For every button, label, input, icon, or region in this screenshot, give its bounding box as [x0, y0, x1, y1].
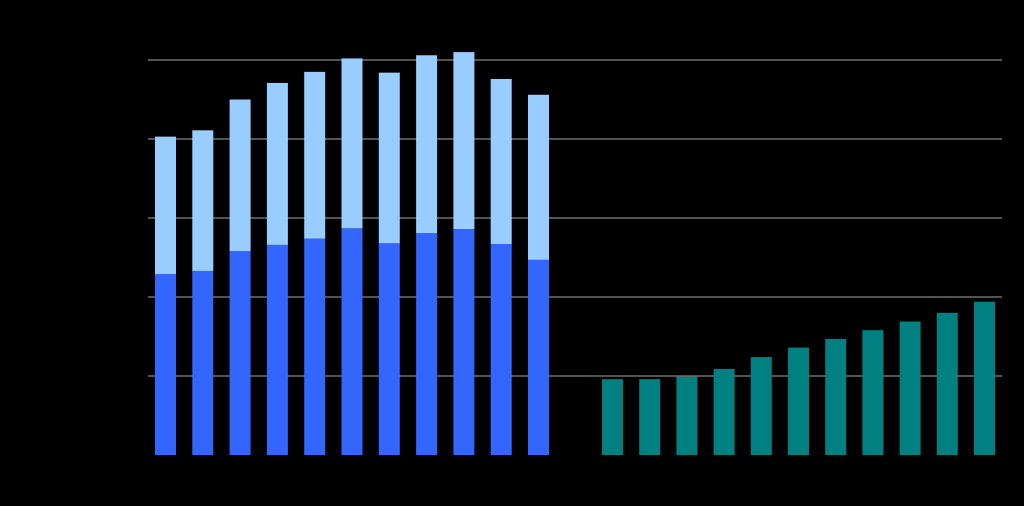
bar-segment-lower: [528, 259, 549, 455]
left-stacked-bar-panel: [155, 52, 549, 455]
bar-segment-lower: [192, 270, 214, 455]
bar-segment-lower: [490, 244, 512, 455]
bar-segment-upper: [378, 72, 400, 244]
bar: [788, 347, 809, 455]
bar-segment-upper: [416, 55, 438, 234]
bar-segment-lower: [378, 243, 400, 455]
bar-segment-upper: [453, 52, 475, 230]
bar: [825, 338, 847, 455]
bar: [639, 379, 661, 455]
bar: [862, 330, 884, 455]
bar-segment-lower: [341, 228, 363, 455]
bar: [899, 321, 921, 455]
bar: [713, 368, 735, 455]
bar: [602, 379, 623, 455]
bar-segment-lower: [155, 274, 176, 455]
bar: [974, 301, 995, 455]
bar-segment-upper: [490, 78, 512, 245]
bar-segment-lower: [229, 251, 251, 455]
bar-segment-lower: [416, 233, 438, 455]
bar-segment-upper: [266, 82, 288, 245]
bar-segment-upper: [155, 136, 176, 275]
bar-segment-upper: [341, 58, 363, 229]
bar: [750, 357, 772, 455]
bar-segment-lower: [266, 244, 288, 455]
bar-segment-upper: [304, 71, 326, 239]
bar-segment-upper: [528, 94, 549, 260]
bar: [676, 376, 698, 455]
bar-segment-lower: [453, 229, 475, 455]
bar-segment-lower: [304, 238, 326, 455]
gridlines: [148, 59, 1002, 377]
right-bar-panel: [602, 301, 995, 455]
bar: [936, 312, 958, 455]
bar-segment-upper: [192, 130, 214, 271]
bar-segment-upper: [229, 99, 251, 252]
